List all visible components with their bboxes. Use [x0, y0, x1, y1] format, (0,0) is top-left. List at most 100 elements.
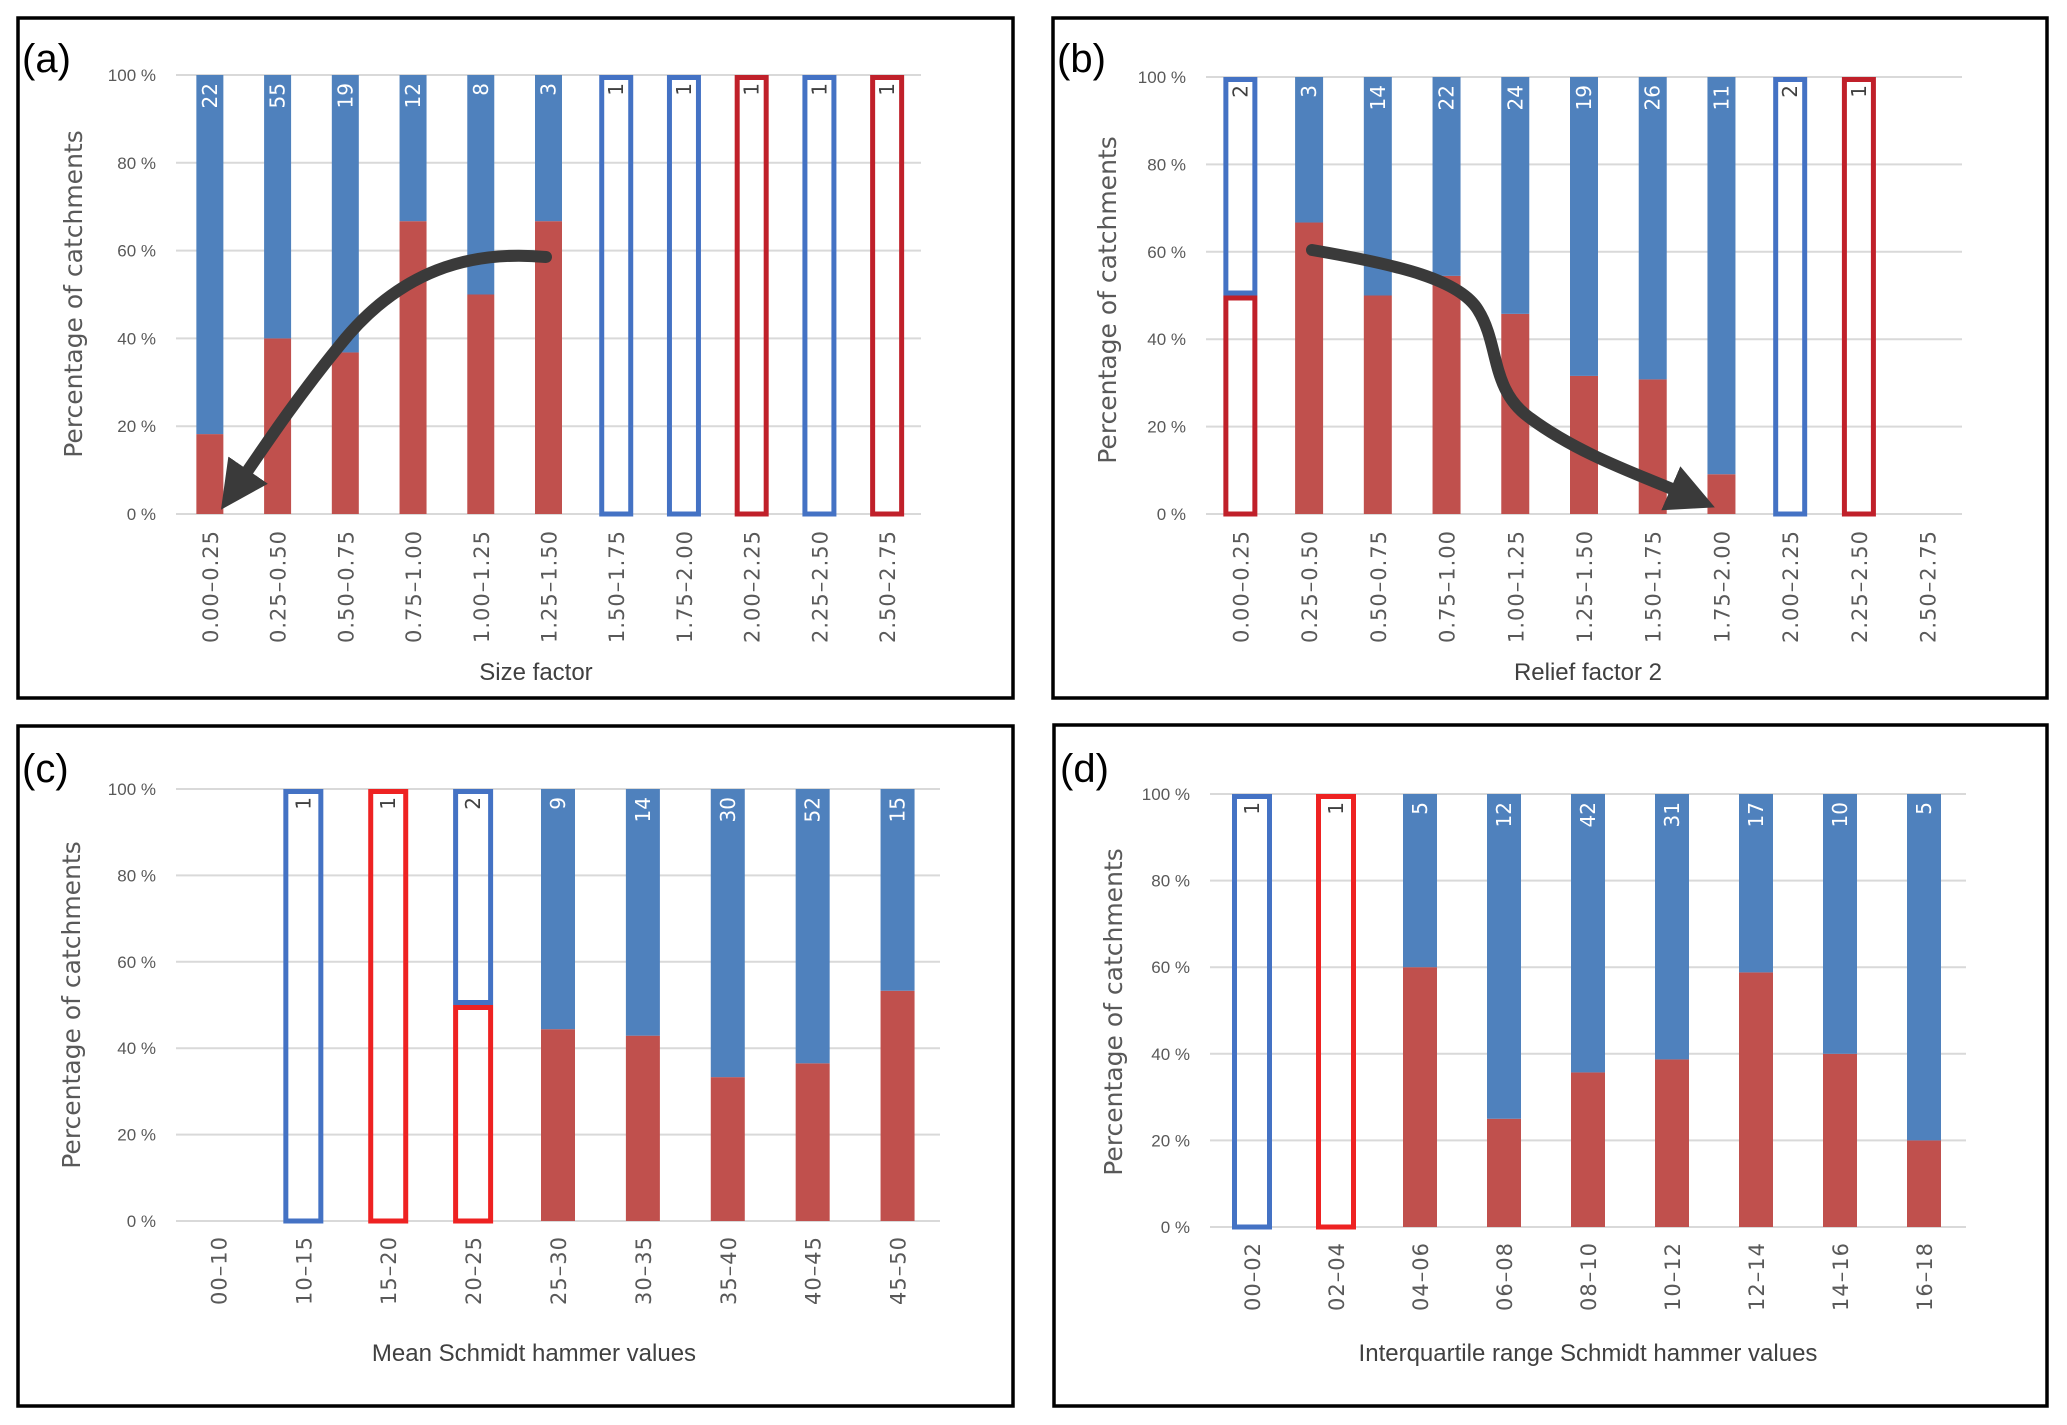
panel-b-x-tick-label: 2.50–2.75 [1917, 530, 1941, 643]
panel-d-count-label: 12 [1492, 802, 1516, 827]
panel-d-count-label: 1 [1324, 802, 1348, 815]
panel-a-count-label: 1 [672, 83, 696, 96]
panel-b-frame [1051, 16, 2049, 700]
panel-c-count-label: 2 [461, 797, 485, 810]
panel-d-bar-upper [1655, 794, 1689, 1060]
panel-d-bar-upper [1403, 794, 1437, 968]
panel-a-y-tick-label: 100 % [108, 66, 156, 85]
panel-c-x-tick-label: 20–25 [462, 1236, 486, 1305]
panel-c-x-ticks: 00–10 10–15 15–20 20–25 25–30 30–35 35–40 40–45… [207, 1236, 910, 1305]
panel-a-bar-lower [535, 221, 562, 514]
panel-c-bar-lower [541, 1029, 575, 1221]
panel-b-x-tick-label: 1.50–1.75 [1642, 530, 1666, 643]
panel-b: (b) 0 %20 %40 %60 %80 %100 % 2 3 14 22 24 19 2… [1051, 16, 2049, 700]
panel-d-count-label: 5 [1408, 802, 1432, 815]
panel-b-bar-lower [1432, 275, 1461, 514]
panel-d-bar-lower [1739, 972, 1773, 1227]
panel-d-bar-upper-outline [1232, 794, 1272, 1230]
panel-d-bar-upper [1739, 794, 1773, 973]
panel-b-x-tick-label: 2.00–2.25 [1779, 530, 1803, 643]
panel-c-x-tick-label: 15–20 [377, 1236, 401, 1305]
panel-c-bar-lower [710, 1077, 745, 1221]
panel-c-x-tick-label: 30–35 [632, 1236, 656, 1305]
panel-c-x-tick-label: 10–15 [292, 1236, 316, 1305]
panel-b-x-tick-label: 0.50–0.75 [1367, 530, 1391, 643]
panel-c-count-label: 1 [376, 797, 400, 810]
panel-a-x-axis-label: Size factor [479, 659, 592, 686]
panel-b-bar-upper-outline [1223, 77, 1258, 296]
panel-d-y-tick-label: 80 % [1151, 872, 1190, 891]
panel-a-x-tick-label: 2.00–2.25 [741, 530, 765, 643]
panel-a-bar-lower [196, 434, 224, 514]
panel-c-y-tick-label: 100 % [108, 780, 156, 799]
panel-a-bars: 22 55 19 12 8 3 1 1 1 1 1 [196, 75, 905, 517]
panel-c-bar-upper [541, 789, 575, 1030]
panel-c-bar-lower-outline [368, 789, 409, 1224]
panel-b-x-tick-label: 0.25–0.50 [1298, 530, 1322, 643]
panel-d-x-tick-label: 14–16 [1829, 1242, 1853, 1311]
panel-b-count-label: 2 [1778, 85, 1802, 98]
panel-b-y-tick-label: 60 % [1147, 243, 1186, 262]
panel-b-count-label: 14 [1366, 85, 1390, 110]
panel-a-bar-upper [535, 75, 562, 222]
panel-b-count-label: 2 [1228, 85, 1252, 98]
panel-a-count-label: 3 [537, 83, 561, 96]
panel-d-bar-upper [1571, 794, 1605, 1073]
panel-d-bar-upper [1823, 794, 1857, 1054]
panel-b-bar-lower [1363, 295, 1392, 514]
panel-d-y-tick-label: 0 % [1161, 1218, 1190, 1237]
panel-c-count-label: 9 [546, 797, 570, 810]
panel-a-x-tick-label: 0.75–1.00 [402, 530, 426, 643]
panel-d-count-label: 42 [1576, 802, 1600, 827]
panel-c-bar-lower [880, 990, 915, 1221]
panel-a-bar-lower-outline [734, 75, 769, 517]
panel-a-count-label: 12 [401, 83, 425, 108]
panel-c-y-tick-label: 40 % [117, 1039, 156, 1058]
panel-a-x-tick-label: 1.00–1.25 [470, 530, 494, 643]
panel-a-y-axis-label: Percentage of catchments [59, 130, 88, 458]
panel-d-count-label: 5 [1912, 802, 1936, 815]
panel-d-x-tick-label: 04–06 [1409, 1242, 1433, 1311]
panel-a-x-tick-label: 1.25–1.50 [538, 530, 562, 643]
panel-c-bar-upper [880, 789, 915, 991]
panel-c: (c) 0 %20 %40 %60 %80 %100 % 1 1 2 9 14 30 52 1… [16, 724, 1015, 1408]
panel-d-x-axis-label: Interquartile range Schmidt hammer value… [1359, 1340, 1818, 1367]
panel-d-count-label: 10 [1828, 802, 1852, 827]
panel-b-letter: (b) [1057, 37, 1106, 81]
panel-b-count-label: 1 [1847, 85, 1871, 98]
panel-c-y-ticks: 0 % 20 % 40 % 60 % 80 % 100 % [108, 780, 156, 1231]
panel-b-bar-upper [1570, 77, 1598, 376]
panel-d-x-tick-label: 02–04 [1325, 1242, 1349, 1311]
panel-a-y-tick-label: 20 % [117, 417, 156, 436]
panel-c-count-label: 52 [801, 797, 825, 822]
panel-c-x-axis-label: Mean Schmidt hammer values [372, 1340, 696, 1367]
panel-d-x-ticks: 00–02 02–04 04–06 06–08 08–10 10–12 12–14 14–16… [1241, 1242, 1937, 1311]
panel-c-bar-lower-outline [453, 1005, 494, 1224]
panel-c-frame [16, 724, 1015, 1408]
panel-a-y-tick-label: 0 % [127, 505, 156, 524]
panel-c-bar-upper [710, 789, 745, 1078]
panel-d-bar-upper [1487, 794, 1521, 1119]
panel-a-bar-upper-outline [802, 75, 837, 517]
panel-a-x-ticks: 0.00–0.25 0.25–0.50 0.50–0.75 0.75–1.00 1.00… [199, 530, 900, 643]
panel-a-bar-upper [331, 75, 359, 353]
panel-a-x-tick-label: 0.25–0.50 [267, 530, 291, 643]
panel-b-bar-upper [1707, 77, 1736, 475]
panel-d-bar-lower [1487, 1118, 1521, 1227]
panel-d-y-tick-label: 100 % [1142, 785, 1190, 804]
panel-b-y-tick-label: 20 % [1147, 418, 1186, 437]
panel-b-count-label: 3 [1297, 85, 1321, 98]
panel-b-bars: 2 3 14 22 24 19 26 11 2 1 [1223, 77, 1876, 517]
panel-a-y-tick-label: 80 % [117, 154, 156, 173]
panel-c-bar-upper [625, 789, 660, 1036]
panel-d-bars: 1 1 5 12 42 31 17 10 5 [1232, 794, 1941, 1230]
panel-c-count-label: 15 [886, 797, 910, 822]
panel-d-y-ticks: 0 % 20 % 40 % 60 % 80 % 100 % [1142, 785, 1190, 1237]
panel-b-y-axis-label: Percentage of catchments [1093, 136, 1122, 464]
panel-a-count-label: 19 [333, 83, 357, 108]
panel-a-bar-upper-outline [599, 75, 634, 517]
panel-c-bar-upper-outline [283, 789, 324, 1224]
panel-a-count-label: 1 [875, 83, 899, 96]
panel-b-bar-upper [1295, 77, 1324, 223]
panel-b-x-tick-label: 0.75–1.00 [1436, 530, 1460, 643]
